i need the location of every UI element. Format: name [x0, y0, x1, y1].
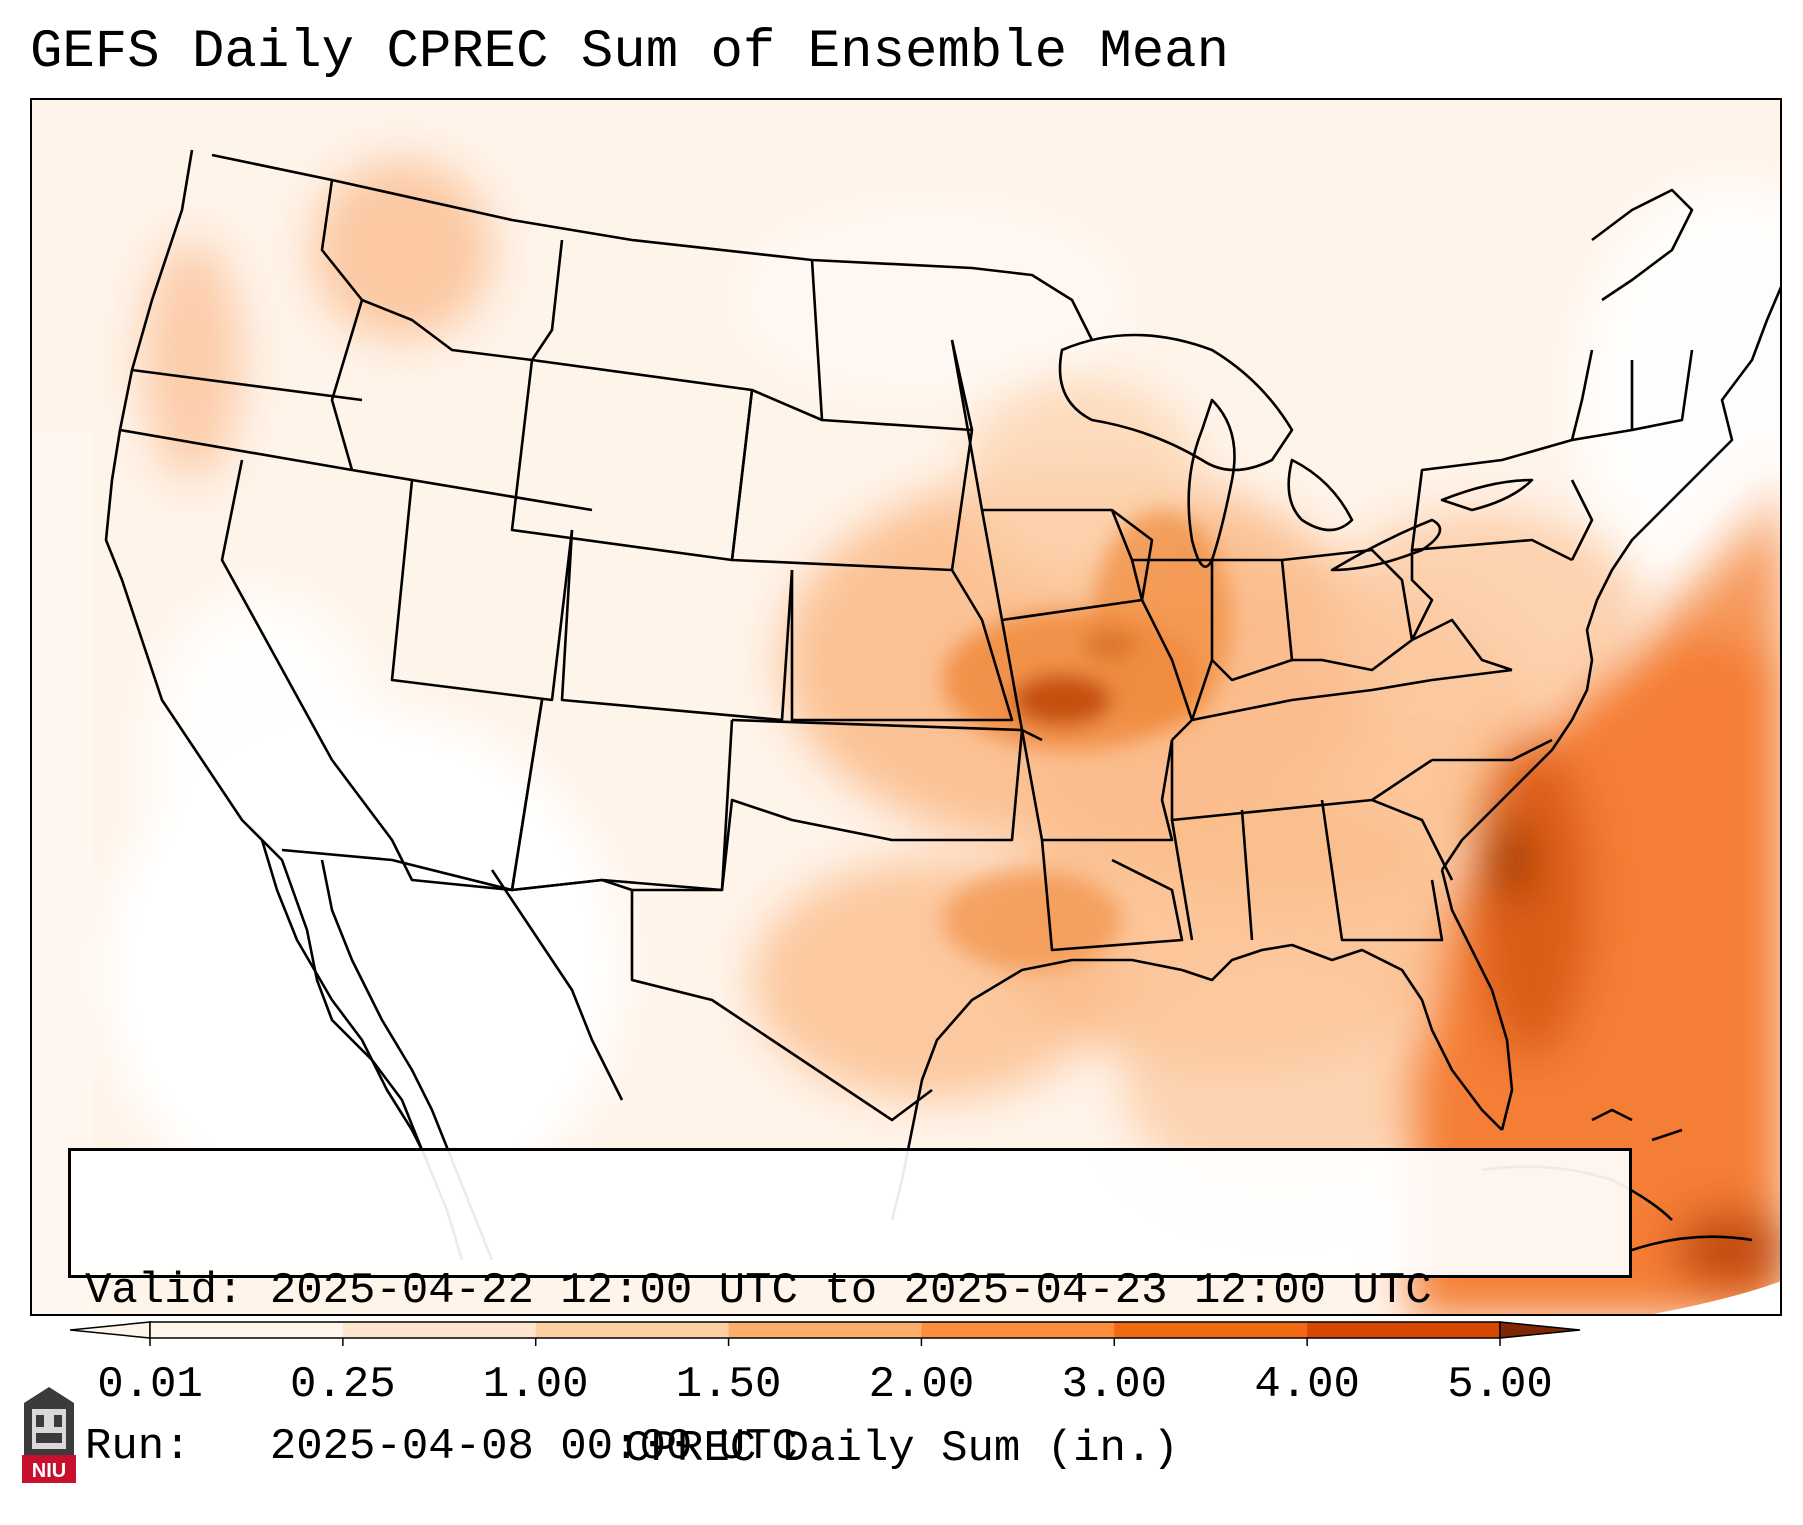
colorbar-segment: [535, 1322, 730, 1338]
colorbar-outline: [149, 1321, 1501, 1339]
colorbar-segment: [1114, 1322, 1308, 1338]
colorbar-tick-label: 4.00: [1254, 1360, 1360, 1410]
colorbar-over-arrow: [1499, 1321, 1581, 1339]
colorbar-segment: [921, 1322, 1115, 1338]
run-time-text: Run: 2025-04-08 00:00 UTC: [85, 1422, 798, 1472]
precipitation-map: [30, 98, 1782, 1316]
valid-time-text: Valid: 2025-04-22 12:00 UTC to 2025-04-2…: [85, 1266, 1432, 1316]
colorbar-tick-label: 0.01: [97, 1360, 203, 1410]
logo-text: NIU: [32, 1460, 66, 1482]
logo-banner: [22, 1455, 76, 1483]
colorbar-tick-label: 5.00: [1447, 1360, 1553, 1410]
domain-edge-left: [32, 430, 92, 1314]
domain-edge-bottom: [1653, 1281, 1780, 1314]
colorbar-label: CPREC Daily Sum (in.): [624, 1424, 1179, 1474]
state-borders: [119, 153, 1694, 1122]
map-canvas: [32, 100, 1780, 1314]
map-title: GEFS Daily CPREC Sum of Ensemble Mean: [30, 22, 1229, 83]
colorbar-tick-label: 0.25: [290, 1360, 396, 1410]
atlantic-precip-band: [1412, 484, 1780, 1314]
colorbar-under-arrow: [70, 1321, 151, 1339]
colorbar-segment: [342, 1322, 537, 1338]
colorbar-tick-label: 1.00: [482, 1360, 589, 1410]
low-precip-areas: [102, 180, 1780, 1230]
colorbar: [70, 1321, 1581, 1346]
colorbar-segment: [728, 1322, 922, 1338]
colorbar-tick-label: 3.00: [1061, 1360, 1168, 1410]
colorbar-tick-label: 2.00: [868, 1360, 975, 1410]
colorbar-tick-label: 1.50: [675, 1360, 782, 1410]
colorbar-segment: [150, 1322, 344, 1338]
validity-info-box: Valid: 2025-04-22 12:00 UTC to 2025-04-2…: [68, 1148, 1632, 1472]
niu-logo: NIU: [22, 1387, 76, 1483]
colorbar-segment: [1307, 1322, 1501, 1338]
